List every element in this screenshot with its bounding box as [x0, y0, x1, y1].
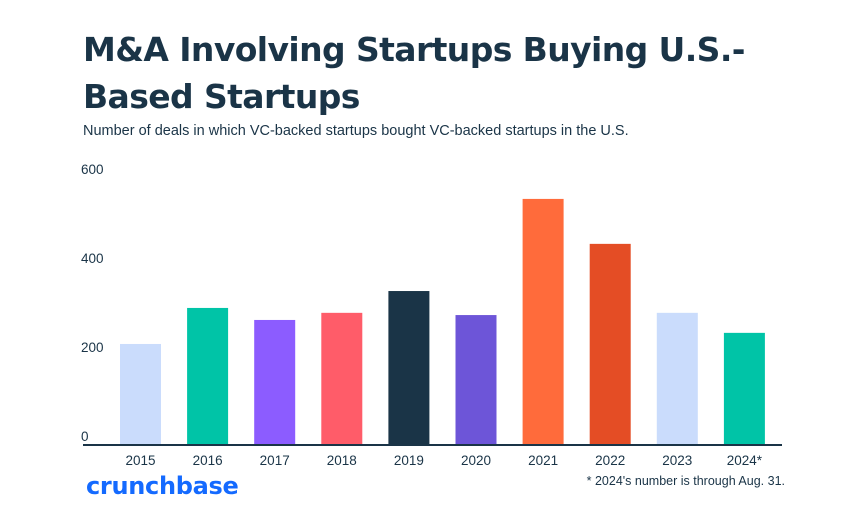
bar-2015	[120, 343, 161, 445]
chart-title: M&A Involving Startups Buying U.S.-Based…	[83, 30, 745, 116]
x-tick-label: 2024*	[727, 453, 763, 468]
bar-2024	[723, 332, 765, 445]
x-tick-label: 2019	[394, 453, 424, 468]
x-tick-label: 2022	[595, 453, 625, 468]
x-tick-label: 2017	[260, 453, 290, 468]
x-tick-label: 2018	[327, 453, 357, 468]
x-tick-label: 2021	[528, 453, 558, 468]
crunchbase-logo: crunchbase	[86, 472, 239, 500]
y-axis-ticks: 0 200 400 600	[81, 162, 104, 444]
x-axis-labels: 2015 2016 2017 2018 2019 2020 2021 2022 2023 2024…	[125, 453, 762, 468]
bar-2020	[455, 315, 497, 445]
bar-2016	[187, 307, 229, 445]
bar-2019	[388, 291, 430, 445]
bar-2021	[522, 198, 564, 445]
x-tick-label: 2023	[662, 453, 692, 468]
bar-2018	[321, 312, 363, 445]
y-tick-label: 600	[81, 162, 104, 177]
chart-subtitle: Number of deals in which VC-backed start…	[83, 123, 629, 139]
x-tick-label: 2016	[193, 453, 223, 468]
bar-2017	[254, 319, 296, 445]
footnote: * 2024's number is through Aug. 31.	[586, 474, 785, 488]
bar-2022	[589, 243, 631, 445]
y-tick-label: 400	[81, 251, 104, 266]
y-tick-label: 0	[81, 429, 89, 444]
bar-2023	[656, 312, 698, 445]
y-tick-label: 200	[81, 340, 104, 355]
bars	[120, 198, 765, 445]
x-tick-label: 2020	[461, 453, 491, 468]
x-tick-label: 2015	[125, 453, 155, 468]
